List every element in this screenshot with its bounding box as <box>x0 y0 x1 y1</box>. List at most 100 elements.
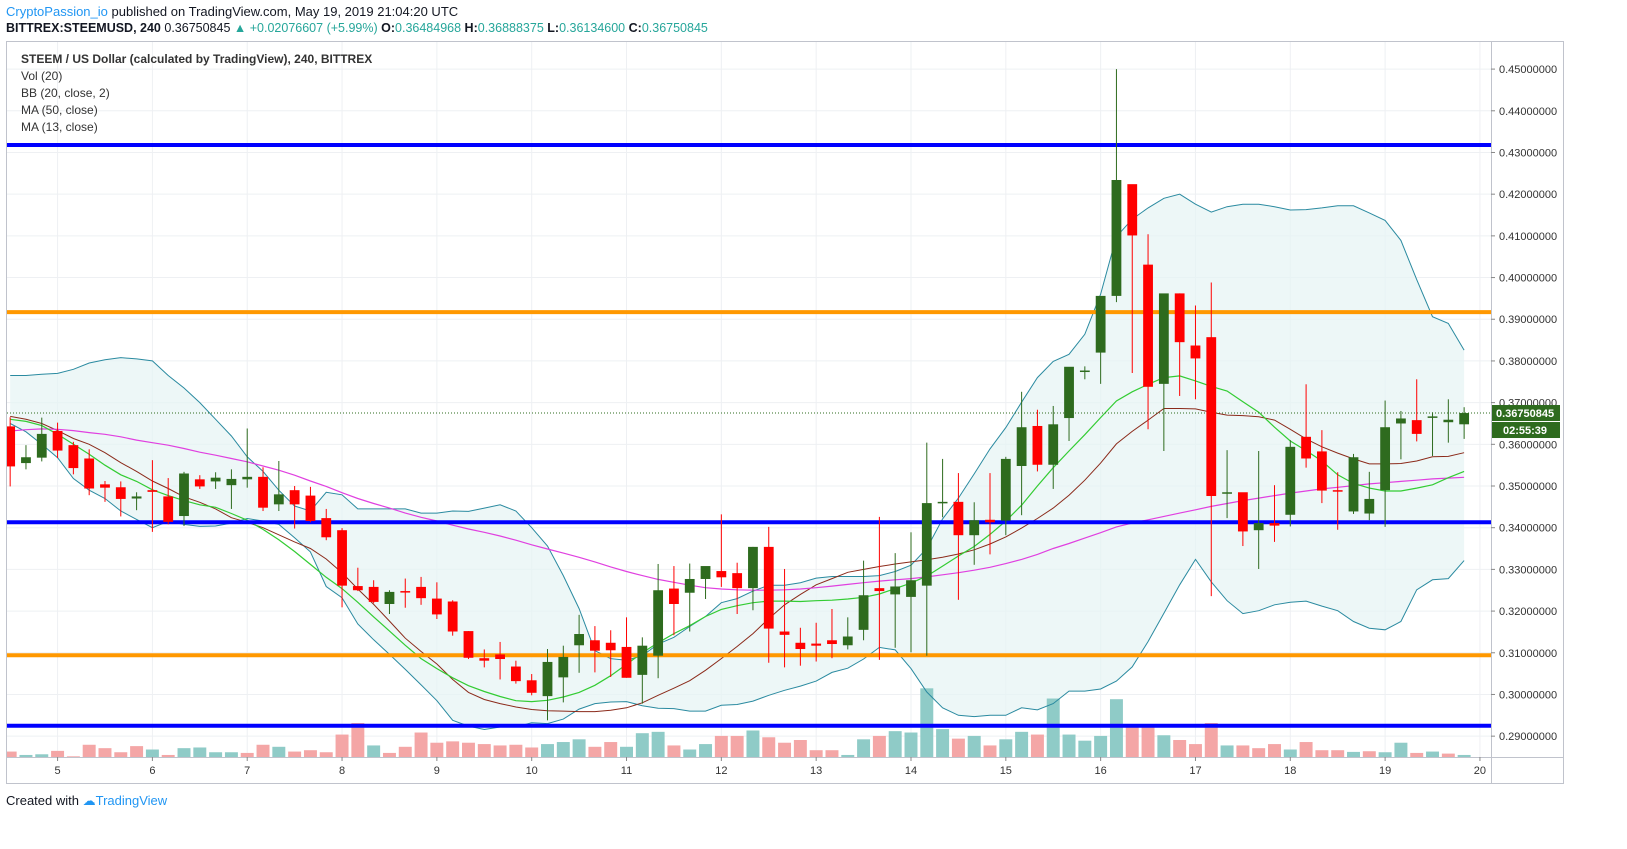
volume-bar <box>999 739 1013 757</box>
created-with-label: Created with <box>6 793 79 808</box>
candle-body <box>352 586 363 591</box>
volume-bar <box>224 752 238 757</box>
candle-body <box>985 519 995 523</box>
candle-body <box>147 490 158 492</box>
volume-bar <box>983 745 997 757</box>
volume-bar <box>746 730 760 757</box>
price-tick-label: 0.45000000 <box>1499 64 1557 76</box>
volume-bar <box>778 742 792 757</box>
volume-bar <box>1204 723 1218 757</box>
legend-ma50[interactable]: MA (50, close) <box>21 103 98 117</box>
tradingview-logo-icon[interactable]: ☁ <box>82 793 96 808</box>
volume-bar <box>1394 742 1408 757</box>
volume-bar <box>461 742 475 757</box>
volume-bar <box>509 744 523 757</box>
time-tick-label: 11 <box>621 765 632 777</box>
volume-bar <box>920 688 934 757</box>
open-value: 0.36484968 <box>395 21 462 35</box>
price-tick-label: 0.30000000 <box>1499 689 1557 701</box>
time-tick-label: 13 <box>810 765 822 777</box>
publish-info: published on TradingView.com, May 19, 20… <box>107 4 459 19</box>
candle-body <box>1032 425 1043 465</box>
chart-frame[interactable]: 0.45000000 0.44000000 0.43000000 0.42000000… <box>6 41 1564 784</box>
time-tick-label: 9 <box>434 765 440 777</box>
price-chart[interactable]: 0.45000000 0.44000000 0.43000000 0.42000000… <box>7 42 1563 783</box>
volume-bar <box>209 752 223 757</box>
tradingview-brand[interactable]: TradingView <box>95 793 168 808</box>
volume-bar <box>446 741 460 757</box>
ohlc-header: BITTREX:STEEMUSD, 240 0.36750845 ▲ +0.02… <box>6 21 708 35</box>
candle-body <box>1111 179 1122 296</box>
time-tick-label: 17 <box>1189 765 1201 777</box>
candle-body <box>732 573 743 589</box>
volume-bar <box>1426 751 1440 757</box>
volume-bar <box>525 747 539 757</box>
candle-body <box>226 478 237 486</box>
price-tick-label: 0.33000000 <box>1499 564 1557 576</box>
volume-bar <box>967 735 981 757</box>
time-tick-label: 6 <box>149 765 155 777</box>
volume-bar <box>1015 731 1029 757</box>
candle-body <box>400 591 411 593</box>
candle-body <box>1158 293 1169 384</box>
candle-body <box>811 643 822 646</box>
volume-bar <box>620 746 633 757</box>
close-value: 0.36750845 <box>641 21 708 35</box>
candle-body <box>242 476 253 480</box>
price-tick-label: 0.40000000 <box>1499 273 1557 285</box>
legend-bb[interactable]: BB (20, close, 2) <box>21 86 110 100</box>
author-link[interactable]: CryptoPassion_io <box>6 4 108 19</box>
symbol-label: BITTREX:STEEMUSD, 240 <box>6 21 161 35</box>
candle-body <box>321 518 332 538</box>
bb-lower-line <box>9 423 1465 731</box>
volume-bar <box>730 735 744 757</box>
candle-body <box>179 473 189 517</box>
candle-body <box>337 530 347 586</box>
candle-body <box>748 546 758 589</box>
volume-bar <box>857 739 871 757</box>
volume-bar <box>19 754 33 757</box>
volume-bar <box>588 746 602 757</box>
candle-body <box>1095 295 1106 353</box>
volume-bar <box>351 723 365 757</box>
volume-bar <box>683 749 697 757</box>
volume-bar <box>1078 740 1092 757</box>
legend-ma13[interactable]: MA (13, close) <box>21 120 98 134</box>
price-tick-label: 0.36000000 <box>1499 439 1557 451</box>
candle-body <box>969 520 980 536</box>
candle-body <box>1301 436 1311 459</box>
volume-bar <box>288 751 302 757</box>
time-tick-label: 12 <box>715 765 727 777</box>
candle-body <box>1174 293 1185 343</box>
price-tick-label: 0.41000000 <box>1499 231 1557 243</box>
price-tick-label: 0.42000000 <box>1499 189 1557 201</box>
candle-body <box>827 640 837 645</box>
candle-body <box>52 430 63 451</box>
candle-body <box>526 680 537 693</box>
volume-bar <box>367 745 381 757</box>
price-tick-label: 0.43000000 <box>1499 147 1557 159</box>
candle-body <box>36 433 47 458</box>
volume-bar <box>635 733 649 757</box>
candle-body <box>574 634 585 646</box>
volume-bar <box>335 734 349 757</box>
volume-bar <box>1441 753 1455 757</box>
volume-bar <box>1046 698 1060 757</box>
volume-bar <box>541 744 554 757</box>
legend-vol[interactable]: Vol (20) <box>21 69 63 83</box>
volume-bar <box>240 752 254 757</box>
volume-bar <box>161 754 175 757</box>
candle-body <box>68 445 79 469</box>
candle-body <box>1237 492 1248 532</box>
high-label: H: <box>464 21 478 35</box>
volume-bar <box>1173 740 1187 757</box>
volume-bar <box>888 731 902 757</box>
candle-body <box>637 645 648 675</box>
volume-bar <box>904 732 918 757</box>
candle-body <box>842 636 853 646</box>
candle-body <box>431 598 442 615</box>
volume-bar <box>572 739 586 757</box>
volume-bar <box>303 750 317 757</box>
volume-bar <box>1299 742 1313 757</box>
volume-bar <box>762 737 776 757</box>
